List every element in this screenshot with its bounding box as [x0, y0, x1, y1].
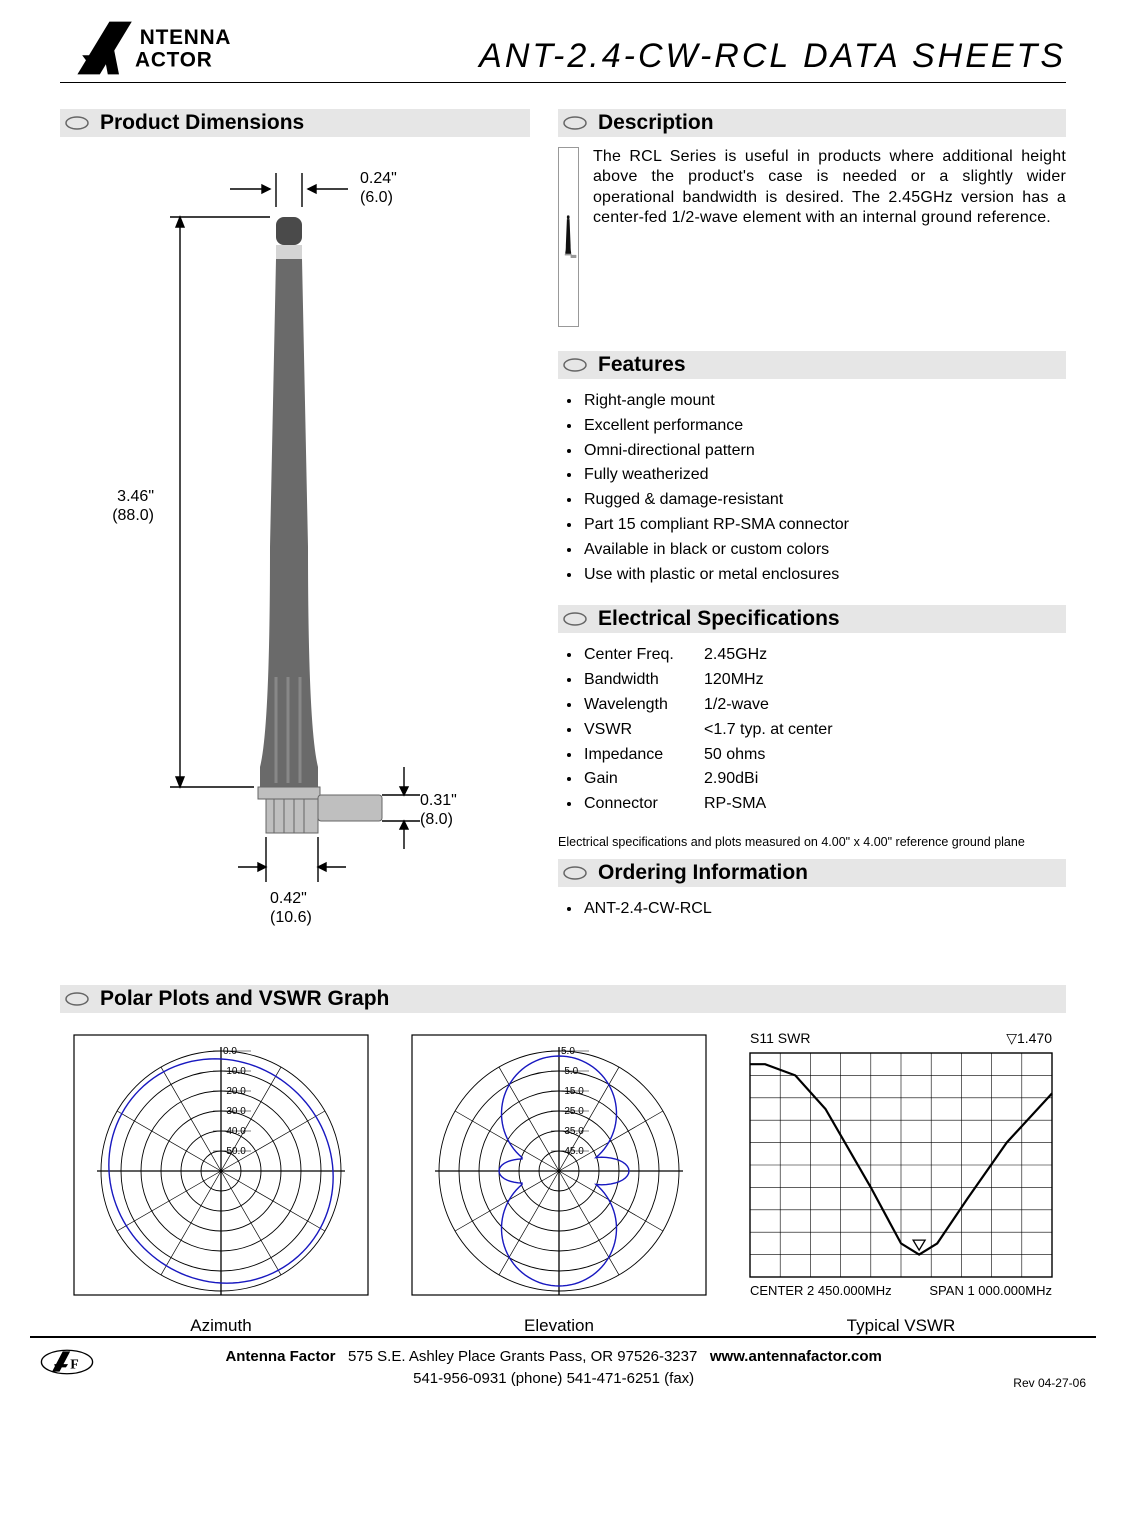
plot-caption: Azimuth [60, 1316, 382, 1336]
svg-text:ACTOR: ACTOR [135, 48, 213, 71]
svg-text:-40.0: -40.0 [223, 1126, 246, 1137]
svg-text:S11 SWR: S11 SWR [750, 1030, 810, 1046]
svg-text:SPAN 1 000.000MHz: SPAN 1 000.000MHz [929, 1283, 1052, 1298]
product-photo [558, 147, 579, 327]
plot-elevation: 5.0 -5.0 -15.0 -25.0 -35.0 -45.0 Elevation [398, 1025, 720, 1336]
ordering-item: ANT-2.4-CW-RCL [582, 897, 1066, 922]
section-header-dimensions: Product Dimensions [60, 109, 530, 137]
ellipse-bullet-icon [64, 991, 90, 1007]
plot-caption: Elevation [398, 1316, 720, 1336]
section-header-ordering: Ordering Information [558, 859, 1066, 887]
feature-item: Rugged & damage-resistant [582, 488, 1066, 513]
svg-text:-30.0: -30.0 [223, 1106, 246, 1117]
dim-height: 3.46"(88.0) [100, 487, 154, 525]
feature-item: Right-angle mount [582, 389, 1066, 414]
svg-text:F: F [70, 1356, 78, 1371]
svg-text:-25.0: -25.0 [561, 1106, 584, 1117]
spec-item: VSWR<1.7 typ. at center [582, 718, 1066, 743]
spec-item: Impedance50 ohms [582, 743, 1066, 768]
dim-conn-h: 0.31"(8.0) [420, 791, 457, 829]
ellipse-bullet-icon [562, 115, 588, 131]
specs-footnote: Electrical specifications and plots meas… [558, 835, 1066, 849]
section-title: Polar Plots and VSWR Graph [100, 987, 389, 1011]
svg-text:0.0: 0.0 [223, 1046, 237, 1057]
svg-text:-45.0: -45.0 [561, 1146, 584, 1157]
specs-list: Center Freq.2.45GHzBandwidth120MHzWavele… [558, 643, 1066, 817]
spec-item: Wavelength1/2-wave [582, 693, 1066, 718]
footer-text: Antenna Factor 575 S.E. Ashley Place Gra… [110, 1346, 997, 1390]
dim-top-dia: 0.24"(6.0) [360, 169, 397, 207]
svg-text:-5.0: -5.0 [561, 1066, 579, 1077]
svg-text:▽1.470: ▽1.470 [1006, 1030, 1052, 1046]
section-title: Features [598, 353, 686, 377]
spec-item: ConnectorRP-SMA [582, 792, 1066, 817]
ordering-list: ANT-2.4-CW-RCL [558, 897, 1066, 922]
dimensions-figure: 0.24"(6.0) 3.46"(88.0) 0.31"(8.0) 0.42"(… [60, 147, 520, 967]
ellipse-bullet-icon [562, 865, 588, 881]
svg-text:-35.0: -35.0 [561, 1126, 584, 1137]
features-list: Right-angle mountExcellent performanceOm… [558, 389, 1066, 587]
svg-text:5.0: 5.0 [561, 1046, 575, 1057]
svg-text:-50.0: -50.0 [223, 1146, 246, 1157]
section-header-specs: Electrical Specifications [558, 605, 1066, 633]
svg-text:-10.0: -10.0 [223, 1066, 246, 1077]
spec-item: Bandwidth120MHz [582, 668, 1066, 693]
footer-revision: Rev 04-27-06 [1013, 1376, 1086, 1390]
feature-item: Omni-directional pattern [582, 439, 1066, 464]
section-title: Ordering Information [598, 861, 808, 885]
brand-logo: NTENNA ACTOR [60, 20, 290, 76]
page-footer: F Antenna Factor 575 S.E. Ashley Place G… [30, 1336, 1096, 1390]
svg-text:-15.0: -15.0 [561, 1086, 584, 1097]
section-title: Description [598, 111, 714, 135]
section-title: Electrical Specifications [598, 607, 840, 631]
plot-vswr: S11 SWR ▽1.470 CENTER 2 450.000MHz SPAN 1 0… [736, 1025, 1066, 1336]
section-header-description: Description [558, 109, 1066, 137]
section-header-features: Features [558, 351, 1066, 379]
feature-item: Fully weatherized [582, 463, 1066, 488]
svg-text:CENTER 2 450.000MHz: CENTER 2 450.000MHz [750, 1283, 892, 1298]
section-header-plots: Polar Plots and VSWR Graph [60, 985, 1066, 1013]
svg-text:NTENNA: NTENNA [140, 26, 231, 49]
plot-azimuth: 0.0 -10.0 -20.0 -30.0 -40.0 -50.0 Azimuth [60, 1025, 382, 1336]
document-title: ANT-2.4-CW-RCL DATA SHEETS [479, 37, 1066, 76]
ellipse-bullet-icon [64, 115, 90, 131]
feature-item: Use with plastic or metal enclosures [582, 563, 1066, 588]
dim-conn-w: 0.42"(10.6) [270, 889, 312, 927]
description-text: The RCL Series is useful in products whe… [593, 147, 1066, 327]
spec-item: Center Freq.2.45GHz [582, 643, 1066, 668]
feature-item: Excellent performance [582, 414, 1066, 439]
plot-caption: Typical VSWR [736, 1316, 1066, 1336]
footer-logo-icon: F [40, 1346, 94, 1378]
spec-item: Gain2.90dBi [582, 767, 1066, 792]
svg-text:-20.0: -20.0 [223, 1086, 246, 1097]
ellipse-bullet-icon [562, 611, 588, 627]
feature-item: Available in black or custom colors [582, 538, 1066, 563]
page-header: NTENNA ACTOR ANT-2.4-CW-RCL DATA SHEETS [60, 20, 1066, 83]
section-title: Product Dimensions [100, 111, 304, 135]
feature-item: Part 15 compliant RP-SMA connector [582, 513, 1066, 538]
ellipse-bullet-icon [562, 357, 588, 373]
